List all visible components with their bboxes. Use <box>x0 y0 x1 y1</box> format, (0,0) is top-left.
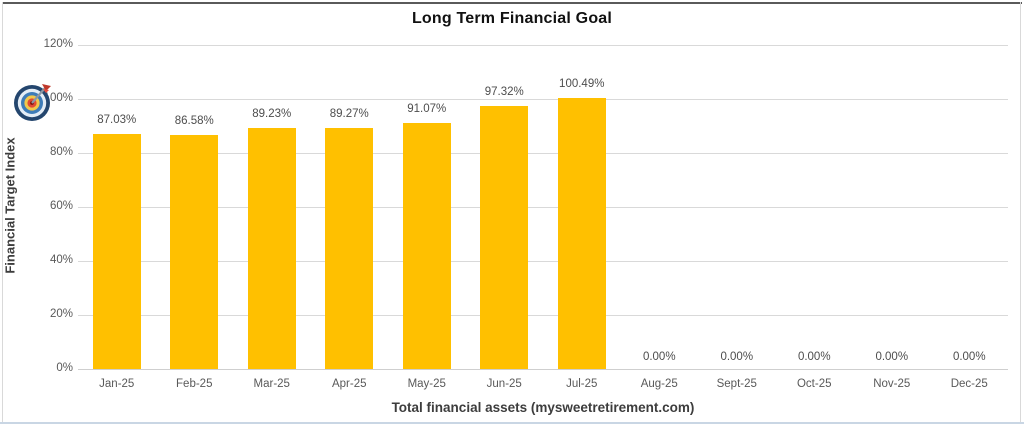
bar-value-label: 0.00% <box>720 351 754 363</box>
y-axis-tick-label: 60% <box>49 200 73 212</box>
gridline <box>78 45 1008 46</box>
bar-value-label: 97.32% <box>484 86 524 99</box>
gridline <box>78 99 1008 100</box>
bar-jan-25 <box>92 134 141 369</box>
x-axis-tick-label: Apr-25 <box>331 378 367 390</box>
bar-value-label: 0.00% <box>875 351 909 363</box>
x-axis-tick-label: Mar-25 <box>253 378 290 390</box>
bar-value-label: 0.00% <box>797 351 831 363</box>
x-axis-tick-label: Dec-25 <box>950 378 988 390</box>
left-border <box>2 2 3 422</box>
bar-jul-25 <box>557 97 606 369</box>
bar-jun-25 <box>480 106 529 369</box>
y-axis-tick-label: 0% <box>56 362 73 374</box>
x-axis-tick-label: Jan-25 <box>99 378 135 390</box>
gridline <box>78 261 1008 262</box>
dartboard-icon <box>14 84 51 121</box>
x-axis-tick-label: Jun-25 <box>486 378 522 390</box>
bottom-border <box>0 422 1024 424</box>
gridline <box>78 315 1008 316</box>
bar-value-label: 87.03% <box>97 114 137 127</box>
bar-value-label: 86.58% <box>174 115 214 128</box>
gridline <box>78 153 1008 154</box>
x-axis-tick-label: May-25 <box>407 378 446 390</box>
bar-value-label: 91.07% <box>407 103 447 116</box>
bar-may-25 <box>402 123 451 369</box>
y-axis-tick-label: 40% <box>49 254 73 266</box>
x-axis-tick-label: Jul-25 <box>566 378 598 390</box>
y-axis-tick-label: 80% <box>49 146 73 158</box>
bar-apr-25 <box>325 127 374 369</box>
y-axis-tick-label: 120% <box>43 38 73 50</box>
bar-feb-25 <box>170 135 219 369</box>
y-axis-tick-label: 100% <box>43 92 73 104</box>
x-axis-tick-label: Sept-25 <box>716 378 757 390</box>
gridline <box>78 369 1008 370</box>
bar-value-label: 0.00% <box>642 351 676 363</box>
bar-mar-25 <box>247 128 296 369</box>
y-axis-title: Financial Target Index <box>2 137 18 274</box>
y-axis-tick-label: 20% <box>49 308 73 320</box>
x-axis-tick-label: Nov-25 <box>873 378 911 390</box>
top-border <box>2 2 1022 4</box>
gridline <box>78 207 1008 208</box>
x-axis-tick-label: Aug-25 <box>640 378 678 390</box>
bar-value-label: 100.49% <box>559 77 605 90</box>
bar-value-label: 89.27% <box>329 107 369 120</box>
x-axis-tick-label: Feb-25 <box>176 378 213 390</box>
x-axis-title: Total financial assets (mysweetretiremen… <box>391 400 695 415</box>
right-border <box>1020 2 1021 422</box>
bar-value-label: 0.00% <box>952 351 986 363</box>
chart-title: Long Term Financial Goal <box>411 10 613 27</box>
bar-value-label: 89.23% <box>252 108 292 121</box>
x-axis-tick-label: Oct-25 <box>796 378 832 390</box>
